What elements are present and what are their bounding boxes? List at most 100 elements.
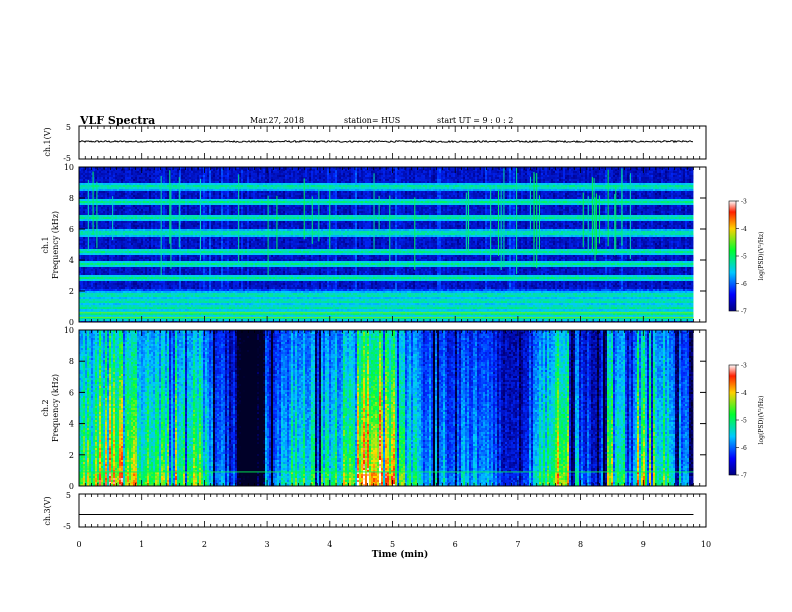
spectrogram-cell (151, 171, 153, 173)
spectrogram-cell (167, 171, 169, 173)
spectrogram-cell (145, 277, 147, 279)
spectrogram-cell (187, 249, 189, 251)
spectrogram-cell (169, 275, 171, 277)
spectrogram-cell (183, 175, 185, 177)
spectrogram-cell (121, 303, 123, 305)
spectrogram-cell (105, 201, 107, 203)
spectrogram-cell (191, 185, 193, 187)
spectrogram-cell (113, 171, 115, 173)
spectrogram-cell (113, 297, 115, 299)
spectrogram-cell (201, 273, 203, 275)
spectrogram-cell (135, 261, 137, 263)
spectrogram-cell (149, 299, 151, 301)
spectrogram-cell (137, 315, 139, 317)
spectrogram-cell (99, 223, 101, 225)
spectrogram-cell (103, 265, 105, 267)
spectrogram-cell (145, 293, 147, 295)
spectrogram-cell (131, 235, 133, 237)
spectrogram-cell (131, 249, 133, 251)
spectrogram-cell (127, 243, 129, 245)
spectrogram-cell (149, 203, 151, 205)
spectrogram-cell (185, 261, 187, 263)
spectrogram-cell (163, 237, 165, 239)
spectrogram-cell (199, 289, 201, 291)
spectrogram-cell (121, 295, 123, 297)
spectrogram-cell (109, 279, 111, 281)
spectrogram-cell (87, 169, 89, 171)
spectrogram-cell (187, 315, 189, 317)
spectrogram-cell (203, 275, 205, 277)
spectrogram-cell (175, 261, 177, 263)
spectrogram-cell (143, 307, 145, 309)
spectrogram-cell (205, 287, 207, 289)
spectrogram-cell (199, 265, 201, 267)
spectrogram-cell (191, 223, 193, 225)
spectrogram-cell (123, 185, 125, 187)
spectrogram-cell (205, 245, 207, 247)
spectrogram-cell (85, 281, 87, 283)
spectrogram-cell (167, 307, 169, 309)
spectrogram-cell (137, 253, 139, 255)
spectrogram-cell (129, 181, 131, 183)
spectrogram-cell (163, 293, 165, 295)
spectrogram-cell (155, 189, 157, 191)
spectrogram-cell (131, 197, 133, 199)
spectrogram-cell (173, 261, 175, 263)
spectrogram-cell (163, 173, 165, 175)
spectrogram-cell (81, 183, 83, 185)
spectrogram-cell (87, 271, 89, 273)
spectrogram-cell (87, 305, 89, 307)
spectrogram-cell (131, 187, 133, 189)
spectrogram-cell (105, 227, 107, 229)
spectrogram-cell (151, 227, 153, 229)
spectrogram-cell (89, 255, 91, 257)
spectrogram-cell (139, 219, 141, 221)
spectrogram-cell (147, 287, 149, 289)
spectrogram-cell (137, 203, 139, 205)
spectrogram-cell (181, 233, 183, 235)
spectrogram-cell (131, 217, 133, 219)
spectrogram-cell (107, 291, 109, 293)
spectrogram-cell (119, 263, 121, 265)
spectrogram-cell (113, 175, 115, 177)
spectrogram-cell (195, 177, 197, 179)
spectrogram-cell (179, 271, 181, 273)
spectrogram-cell (173, 255, 175, 257)
spectrogram-cell (121, 301, 123, 303)
spectrogram-cell (185, 229, 187, 231)
spectrogram-cell (167, 279, 169, 281)
spectrogram-cell (93, 303, 95, 305)
spectrogram-cell (147, 225, 149, 227)
spectrogram-cell (163, 251, 165, 253)
spectrogram-cell (167, 203, 169, 205)
spectrogram-cell (143, 251, 145, 253)
spectrogram-cell (189, 293, 191, 295)
spectrogram-cell (91, 257, 93, 259)
spectrogram-cell (187, 283, 189, 285)
spectrogram-cell (81, 307, 83, 309)
spectrogram-cell (201, 209, 203, 211)
spectrogram-cell (145, 213, 147, 215)
spectrogram-cell (123, 215, 125, 217)
spectrogram-cell (83, 275, 85, 277)
spectrogram-cell (81, 263, 83, 265)
spectrogram-cell (163, 309, 165, 311)
spectrogram-cell (121, 263, 123, 265)
spectrogram-cell (151, 261, 153, 263)
spectrogram-cell (201, 197, 203, 199)
spectrogram-cell (181, 303, 183, 305)
spectrogram-cell (109, 213, 111, 215)
spectrogram-cell (169, 313, 171, 315)
spectrogram-cell (173, 215, 175, 217)
spectrogram-cell (173, 247, 175, 249)
spectrogram-cell (93, 299, 95, 301)
spectrogram-cell (111, 173, 113, 175)
spectrogram-cell (125, 293, 127, 295)
spectrogram-cell (193, 299, 195, 301)
spectrogram-cell (115, 257, 117, 259)
spectrogram-cell (127, 247, 129, 249)
spectrogram-cell (147, 249, 149, 251)
spectrogram-cell (181, 313, 183, 315)
spectrogram-cell (141, 313, 143, 315)
spectrogram-cell (163, 281, 165, 283)
